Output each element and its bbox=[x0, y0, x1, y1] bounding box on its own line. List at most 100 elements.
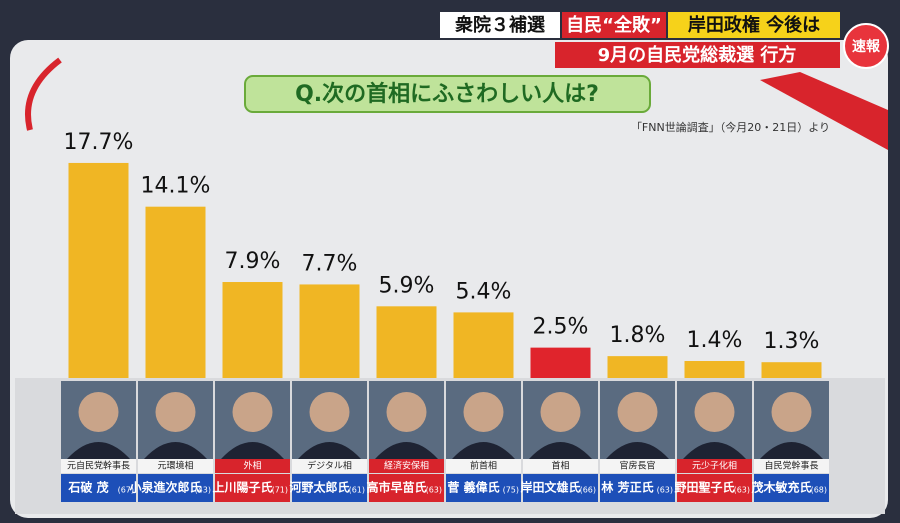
portrait-head bbox=[617, 392, 658, 432]
bar bbox=[684, 360, 745, 378]
portrait-body bbox=[67, 442, 130, 459]
portrait-body bbox=[221, 442, 284, 459]
age-label: (63) bbox=[426, 486, 442, 495]
name-box bbox=[61, 474, 136, 502]
role-box bbox=[754, 459, 829, 473]
portrait-head bbox=[771, 392, 812, 432]
decoration bbox=[25, 57, 62, 131]
portrait-head bbox=[386, 392, 427, 432]
bar bbox=[145, 206, 206, 378]
role-label: 元環境相 bbox=[157, 460, 193, 472]
name-box bbox=[292, 474, 367, 502]
header-box bbox=[562, 12, 666, 38]
age-label: (68) bbox=[811, 486, 827, 495]
age-label: (71) bbox=[272, 486, 288, 495]
portrait-body bbox=[529, 442, 592, 459]
portrait-body bbox=[606, 442, 669, 459]
bar bbox=[453, 312, 514, 378]
x-tick-label: 岸田文雄氏 bbox=[520, 480, 580, 495]
portrait-body bbox=[144, 442, 207, 459]
header-text: 自民“全敗” bbox=[566, 14, 662, 36]
bar bbox=[68, 162, 129, 378]
role-label: 官房長官 bbox=[619, 460, 655, 472]
name-box bbox=[215, 474, 290, 502]
name-box bbox=[446, 474, 521, 502]
role-label: 元自民党幹事長 bbox=[67, 460, 130, 472]
x-tick-label: 野田聖子氏 bbox=[674, 480, 734, 495]
role-label: 首相 bbox=[551, 460, 569, 472]
role-label: 前首相 bbox=[470, 460, 497, 472]
bar bbox=[299, 284, 360, 378]
value-label: 1.8% bbox=[610, 323, 666, 348]
portrait-head bbox=[232, 392, 273, 432]
role-label: 自民党幹事長 bbox=[764, 460, 818, 472]
portrait-head bbox=[694, 392, 735, 432]
role-label: 経済安保相 bbox=[384, 460, 429, 472]
value-label: 14.1% bbox=[141, 174, 211, 199]
value-label: 17.7% bbox=[64, 130, 134, 155]
portrait-head bbox=[463, 392, 504, 432]
name-box bbox=[369, 474, 444, 502]
chart-title: Q.次の首相にふさわしい人は? bbox=[295, 81, 599, 107]
value-label: 5.9% bbox=[379, 273, 435, 298]
value-label: 1.3% bbox=[764, 329, 820, 354]
bar bbox=[761, 362, 822, 378]
name-box bbox=[754, 474, 829, 502]
role-box bbox=[523, 459, 598, 473]
portrait-body bbox=[298, 442, 361, 459]
x-tick-label: 菅 義偉氏 bbox=[447, 480, 499, 495]
name-box bbox=[600, 474, 675, 502]
role-box bbox=[600, 459, 675, 473]
portrait-body bbox=[760, 442, 823, 459]
age-label: (75) bbox=[503, 486, 519, 495]
header-text: 岸田政権 今後は bbox=[688, 14, 820, 36]
age-label: (66) bbox=[580, 486, 596, 495]
portrait-head bbox=[540, 392, 581, 432]
bar bbox=[376, 306, 437, 378]
age-label: (61) bbox=[349, 486, 365, 495]
portrait-head bbox=[309, 392, 350, 432]
name-box bbox=[138, 474, 213, 502]
badge-text: 速報 bbox=[852, 38, 881, 55]
x-tick-label: 高市早苗氏 bbox=[366, 480, 426, 495]
name-box bbox=[677, 474, 752, 502]
value-label: 2.5% bbox=[533, 315, 589, 340]
role-box bbox=[61, 459, 136, 473]
value-label: 7.9% bbox=[225, 249, 281, 274]
header-text: 9月の自民党総裁選 行方 bbox=[598, 44, 797, 66]
x-tick-label: 石破 茂 bbox=[67, 480, 108, 495]
x-tick-label: 茂木敏充氏 bbox=[751, 480, 811, 495]
x-tick-label: 小泉進次郎氏 bbox=[129, 480, 201, 495]
age-label: (63) bbox=[657, 486, 673, 495]
role-box bbox=[446, 459, 521, 473]
role-box bbox=[138, 459, 213, 473]
x-tick-label: 河野太郎氏 bbox=[288, 480, 349, 495]
name-box bbox=[523, 474, 598, 502]
value-label: 7.7% bbox=[302, 251, 358, 276]
role-label: 外相 bbox=[243, 460, 261, 472]
age-label: (67) bbox=[118, 486, 134, 495]
source: 「FNN世論調査」（今月20・21日）より bbox=[631, 120, 830, 134]
header-box bbox=[668, 12, 840, 38]
portrait-head bbox=[155, 392, 196, 432]
bar bbox=[607, 356, 668, 378]
title-box bbox=[244, 75, 651, 113]
header-box bbox=[555, 42, 840, 68]
bar bbox=[222, 282, 283, 378]
role-box bbox=[292, 459, 367, 473]
age-label: (43) bbox=[195, 486, 211, 495]
role-box bbox=[215, 459, 290, 473]
badge bbox=[843, 23, 889, 69]
decoration bbox=[760, 72, 888, 150]
x-tick-label: 上川陽子氏 bbox=[212, 480, 272, 495]
value-label: 1.4% bbox=[687, 328, 743, 353]
portrait-head bbox=[78, 392, 119, 432]
role-box bbox=[677, 459, 752, 473]
role-label: デジタル相 bbox=[307, 460, 352, 472]
age-label: (63) bbox=[734, 486, 750, 495]
role-label: 元少子化相 bbox=[692, 460, 737, 472]
portrait-body bbox=[375, 442, 438, 459]
portrait-body bbox=[452, 442, 515, 459]
